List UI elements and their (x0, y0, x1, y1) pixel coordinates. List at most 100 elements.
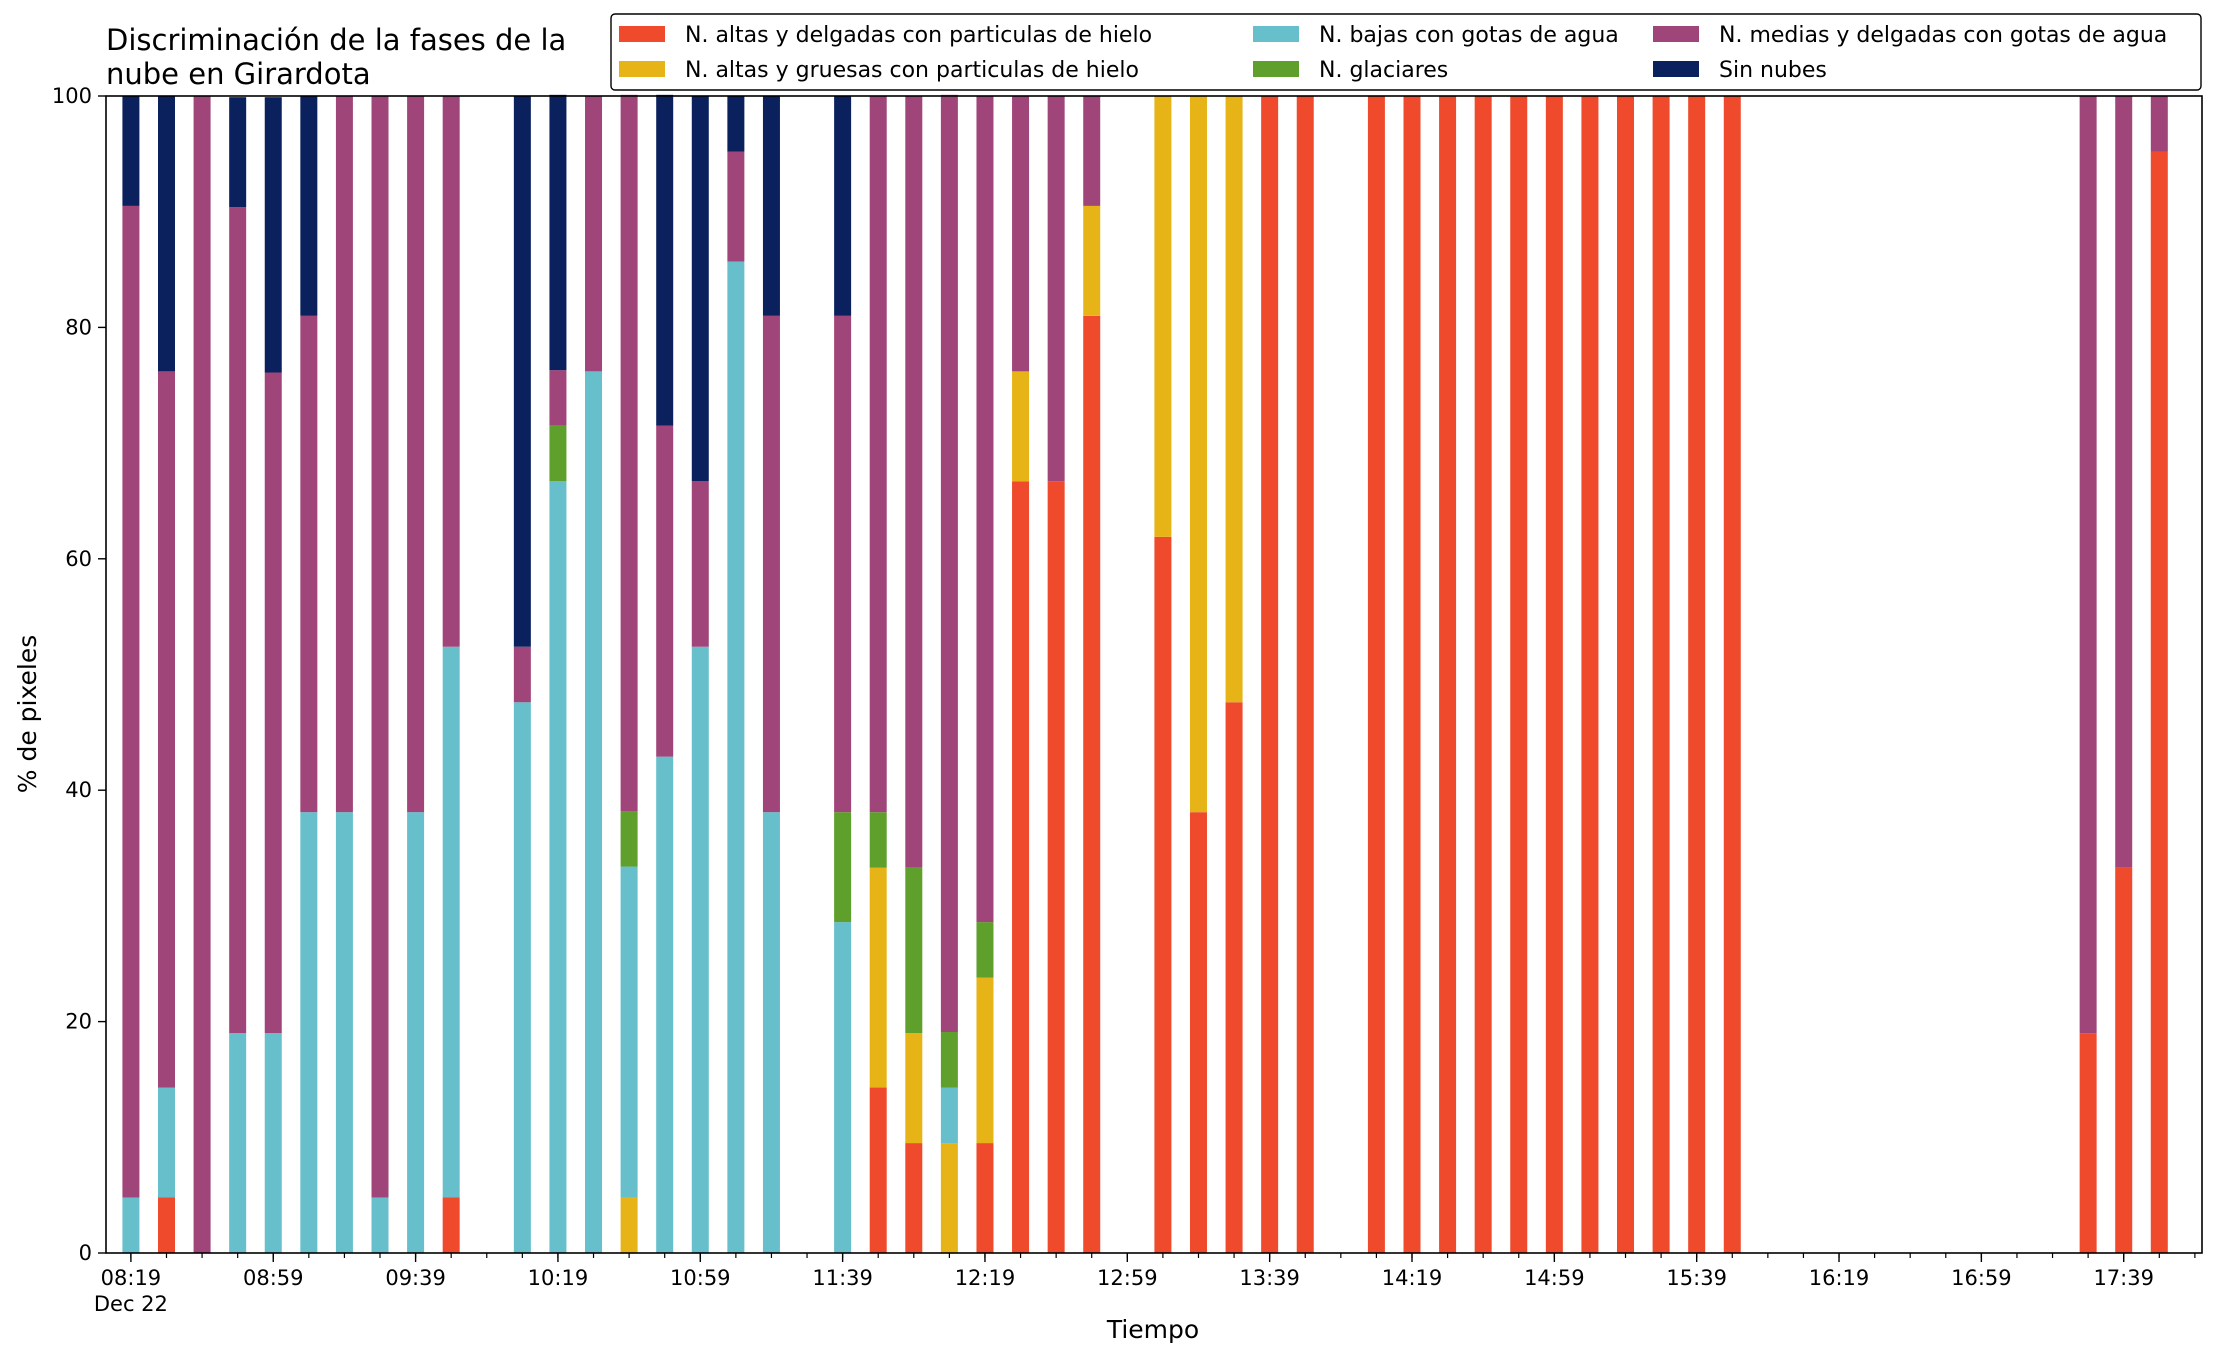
bar-segment-0919-s2 (335, 812, 353, 1253)
bar-segment-1109-s2 (727, 261, 745, 1253)
bar-segment-1549-s0 (1723, 96, 1741, 1253)
bar-segment-0949-s0 (442, 1197, 460, 1253)
bar-segment-1319-s0 (1189, 812, 1207, 1253)
bar-segment-1019-s2 (549, 481, 567, 1253)
bar-segment-0929-s2 (371, 1197, 389, 1253)
bar-segment-0849-s4 (229, 207, 247, 1034)
bar-segment-0929-s4 (371, 96, 389, 1198)
bar-segment-1019-s3 (549, 425, 567, 482)
bar-segment-0859-s4 (264, 372, 282, 1034)
legend-label-4: N. medias y delgadas con gotas de agua (1719, 23, 2167, 48)
legend-swatch-0 (619, 26, 665, 42)
bar-segment-0859-s2 (264, 1033, 282, 1253)
bar-segment-0819-s4 (122, 205, 140, 1198)
x-tick-label-1259: 12:59 (1097, 1266, 1158, 1290)
bar-segment-1749-s4 (2150, 96, 2168, 152)
legend-label-3: N. glaciares (1319, 58, 1448, 83)
bar-segment-1739-s0 (2115, 867, 2133, 1253)
bar-segment-0819-s5 (122, 96, 140, 206)
y-tick-label-0: 0 (79, 1241, 92, 1265)
y-tick-label-100: 100 (52, 84, 92, 108)
bar-segment-1159-s1 (905, 1033, 923, 1144)
bar-segment-1049-s5 (656, 94, 674, 426)
bar-segment-0839-s4 (193, 96, 211, 1253)
chart-title-line-2: nube en Girardota (106, 57, 371, 91)
bar-segment-1309-s0 (1154, 536, 1172, 1253)
bar-segment-1039-s3 (620, 811, 638, 867)
x-tick-label-1019: 10:19 (528, 1266, 589, 1290)
x-axis-label: Tiempo (1106, 1315, 1199, 1344)
bar-segment-1209-s1 (940, 1143, 958, 1253)
bar-segment-0829-s2 (158, 1087, 175, 1198)
x-tick-label-0859: 08:59 (243, 1266, 304, 1290)
bars-layer (122, 94, 2168, 1254)
bar-segment-0939-s4 (407, 96, 425, 813)
x-tick-label-1419: 14:19 (1382, 1266, 1443, 1290)
legend-swatch-1 (619, 61, 665, 77)
bar-segment-1109-s5 (727, 96, 745, 152)
bar-segment-1409-s0 (1367, 96, 1385, 1253)
bar-segment-1339-s0 (1261, 96, 1279, 1253)
bar-segment-0949-s4 (442, 96, 460, 647)
bar-segment-1319-s1 (1189, 96, 1207, 813)
bar-segment-1159-s3 (905, 867, 923, 1034)
bar-segment-1529-s0 (1652, 96, 1670, 1253)
bar-segment-1109-s4 (727, 151, 745, 262)
x-tick-label-1619: 16:19 (1809, 1266, 1870, 1290)
bar-segment-1729-s4 (2079, 96, 2097, 1034)
bar-segment-1059-s4 (691, 481, 709, 647)
bar-segment-1209-s4 (940, 94, 958, 1033)
x-tick-label-1139: 11:39 (812, 1266, 873, 1290)
legend-swatch-4 (1653, 26, 1699, 42)
bar-segment-1509-s0 (1581, 96, 1599, 1253)
bar-segment-0919-s4 (335, 96, 353, 813)
legend-label-2: N. bajas con gotas de agua (1319, 23, 1619, 48)
bar-segment-1209-s3 (940, 1032, 958, 1088)
bar-segment-1029-s4 (585, 96, 603, 372)
bar-segment-1219-s3 (976, 922, 994, 978)
x-tick-label-0939: 09:39 (385, 1266, 446, 1290)
bar-segment-1439-s0 (1474, 96, 1492, 1253)
bar-segment-1219-s0 (976, 1143, 994, 1253)
bar-segment-0849-s2 (229, 1033, 247, 1253)
bar-segment-1349-s0 (1296, 96, 1314, 1253)
bar-segment-1149-s1 (869, 867, 887, 1088)
bar-segment-1219-s4 (976, 96, 994, 923)
bar-segment-1329-s0 (1225, 702, 1243, 1253)
x-tick-label-1539: 15:39 (1666, 1266, 1727, 1290)
bar-segment-1149-s4 (869, 96, 887, 813)
x-tick-label-1459: 14:59 (1524, 1266, 1585, 1290)
y-tick-label-20: 20 (65, 1010, 92, 1034)
bar-segment-1119-s5 (762, 96, 780, 316)
bar-segment-1749-s0 (2150, 151, 2168, 1253)
x-tick-label-1219: 12:19 (955, 1266, 1016, 1290)
bar-segment-0859-s5 (264, 97, 282, 373)
bar-segment-0819-s2 (122, 1197, 140, 1253)
legend-box (610, 13, 2202, 91)
legend-label-0: N. altas y delgadas con particulas de hi… (685, 23, 1152, 48)
bar-segment-1019-s4 (549, 370, 567, 426)
bar-segment-1019-s5 (549, 94, 567, 371)
legend-label-5: Sin nubes (1719, 58, 1827, 83)
bar-segment-1519-s0 (1617, 96, 1635, 1253)
bar-segment-1119-s2 (762, 812, 780, 1253)
plot-frame (105, 95, 2203, 1254)
bar-segment-1249-s1 (1083, 205, 1101, 316)
legend-swatch-5 (1653, 61, 1699, 77)
bar-segment-1039-s4 (620, 94, 638, 812)
bar-segment-1149-s3 (869, 812, 887, 868)
legend: N. altas y delgadas con particulas de hi… (610, 13, 2202, 91)
bar-segment-1249-s4 (1083, 96, 1101, 206)
bar-segment-0909-s4 (300, 315, 318, 813)
bar-segment-1039-s2 (620, 866, 638, 1198)
bar-segment-0829-s5 (158, 96, 175, 372)
x-tick-label-0819: 08:19 (101, 1266, 162, 1290)
bar-segment-1159-s4 (905, 96, 923, 868)
bar-segment-1229-s4 (1012, 96, 1030, 372)
bar-segment-1149-s0 (869, 1087, 887, 1253)
bar-segment-1229-s0 (1012, 481, 1030, 1253)
bar-segment-1419-s0 (1403, 96, 1421, 1253)
x-tick-label-1339: 13:39 (1239, 1266, 1300, 1290)
